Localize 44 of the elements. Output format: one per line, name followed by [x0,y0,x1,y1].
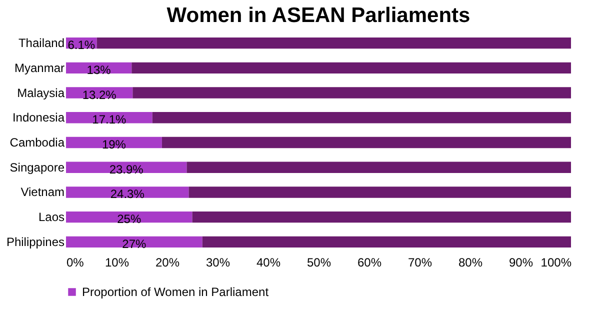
y-tick-label: Vietnam [20,185,64,200]
x-tick-label: 0% [66,256,84,270]
bar [132,87,571,98]
bar [66,186,189,198]
bar [202,236,571,248]
bar [66,236,202,248]
bar [152,112,571,124]
data-label: 13% [86,62,112,77]
x-tick-label: 20% [155,256,180,270]
data-label: 13.2% [82,88,117,102]
x-tick-label: 80% [458,256,483,270]
data-label: 24.3% [110,187,145,202]
y-tick-label: Cambodia [10,136,65,150]
y-tick-label: Indonesia [12,110,65,125]
x-tick-label: 90% [508,256,534,270]
x-tick-label: 30% [206,256,230,270]
y-tick-label: Laos [38,210,64,224]
y-tick-label: Singapore [10,160,65,174]
bar [162,136,571,148]
data-label: 23.9% [109,162,144,176]
data-label: 27% [122,236,147,251]
bar [186,162,571,173]
y-tick-label: Thailand [18,36,64,50]
x-tick-label: 70% [408,256,432,270]
x-tick-label: 100% [540,256,572,270]
data-label: 19% [102,138,126,152]
x-tick-label: 50% [306,256,332,270]
bar [66,211,192,223]
x-tick-label: 60% [357,256,382,270]
data-label: 17.1% [92,112,127,127]
y-tick-label: Myanmar [14,60,64,75]
x-tick-label: 40% [256,256,281,270]
legend-label: Proportion of Women in Parliament [82,285,270,299]
chart-title: Women in ASEAN Parliaments [166,4,470,27]
bar [132,62,571,74]
bar [188,186,571,198]
data-label: 25% [117,212,142,226]
bar [96,37,571,49]
bar [192,211,571,223]
y-tick-label: Philippines [6,234,64,249]
y-tick-label: Malaysia [17,86,65,100]
data-label: 6.1% [68,38,96,52]
bar [66,136,162,148]
x-tick-label: 10% [104,256,130,270]
